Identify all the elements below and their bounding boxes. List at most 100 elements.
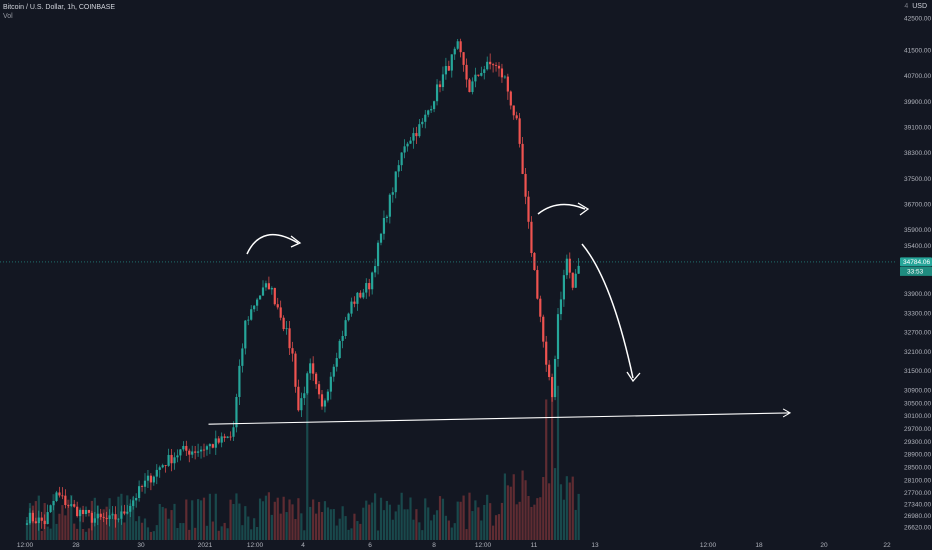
y-tick-label: 39100.00 [904, 124, 931, 131]
candle [273, 287, 276, 306]
candle [391, 187, 394, 203]
volume-bar [397, 504, 400, 540]
candle [450, 54, 453, 78]
x-tick-label: 18 [755, 542, 763, 549]
candle-body [335, 358, 338, 367]
candle-body [376, 242, 380, 267]
volume-bar [489, 503, 492, 540]
volume-bar [241, 525, 244, 540]
candle [99, 508, 102, 520]
volume-bar [385, 500, 388, 540]
candle [93, 511, 96, 527]
candle-body [536, 270, 539, 299]
volume-bar [317, 501, 321, 540]
symbol-title[interactable]: Bitcoin / U.S. Dollar, 1h, COINBASE [3, 4, 116, 11]
candle [480, 66, 483, 77]
candle [512, 105, 515, 120]
candle [70, 496, 73, 508]
candle-body [379, 233, 383, 243]
candle [530, 216, 533, 257]
candle-body [182, 445, 185, 450]
candle [444, 57, 447, 80]
candle-body [320, 394, 324, 407]
volume-bar [427, 507, 430, 540]
volume-indicator-label[interactable]: Vol [3, 13, 13, 20]
volume-bar [167, 518, 170, 540]
volume-bar [217, 530, 220, 540]
candle-body [542, 316, 545, 342]
volume-bar [143, 518, 147, 540]
candle [120, 505, 123, 525]
down-projection-arrow[interactable] [581, 243, 634, 379]
candle-body [161, 465, 164, 468]
volume-bar [456, 501, 459, 540]
candle-body [574, 273, 577, 288]
candle-body [140, 486, 144, 487]
candle-body [480, 72, 483, 76]
candle [406, 141, 409, 152]
candle-body [232, 427, 235, 437]
candle-body [152, 476, 155, 483]
candle-body [238, 365, 241, 397]
currency-label[interactable]: USD [912, 3, 927, 10]
volume-bar [471, 511, 474, 540]
candle [282, 315, 285, 332]
candle-body [261, 287, 265, 296]
volume-bar [132, 497, 135, 540]
candle-body [362, 292, 365, 298]
candle-body [70, 504, 73, 506]
candle-body [67, 505, 70, 506]
volume-bar [146, 527, 150, 540]
candle-body [194, 451, 197, 453]
volume-bar [229, 499, 232, 540]
volume-bar [409, 497, 412, 540]
x-tick-label: 30 [137, 542, 145, 549]
candle [199, 446, 203, 459]
x-tick-label: 4 [301, 542, 305, 549]
support-trendline[interactable] [208, 412, 790, 425]
x-axis: 12:00 28 30 2021 12:00 4 6 8 12:00 11 13 12:00 18 20 2… [17, 542, 891, 549]
candle [468, 78, 471, 93]
volume-bar [329, 509, 332, 540]
candle-body [521, 143, 524, 174]
y-tick-label: 30500.00 [904, 400, 931, 407]
curved-arrow-left[interactable] [246, 234, 299, 255]
volume-bar [303, 530, 306, 540]
candle [126, 505, 129, 515]
volume-bar [497, 514, 501, 540]
volume-bar [291, 504, 294, 540]
volume-bar [84, 531, 88, 540]
volume-bar [253, 518, 256, 540]
candle-body [332, 366, 335, 377]
candle [191, 445, 194, 459]
candle-body [84, 509, 88, 515]
candle [320, 389, 324, 410]
candle-body [462, 52, 465, 65]
candle-body [394, 171, 397, 193]
candle-body [229, 436, 232, 438]
candle-body [453, 48, 456, 55]
volume-bar [359, 523, 362, 540]
candle [31, 510, 34, 524]
curved-arrow-right[interactable] [537, 203, 586, 215]
candle-body [344, 320, 347, 337]
candle [344, 316, 347, 339]
chart-header: Bitcoin / U.S. Dollar, 1h, COINBASE Vol [3, 3, 115, 21]
candle [270, 286, 273, 295]
candle-body [494, 65, 498, 66]
candle [412, 127, 415, 149]
candle [253, 305, 256, 313]
volume-bar [140, 522, 144, 540]
candle [244, 320, 247, 355]
volume-bar [55, 523, 58, 540]
volume-bar [382, 510, 386, 540]
volume-bar [258, 498, 262, 540]
volume-bar [288, 499, 291, 540]
y-tick-label: 27340.00 [904, 502, 931, 509]
candle [551, 373, 554, 402]
candle-body [356, 292, 359, 304]
y-tick-label: 35400.00 [904, 243, 931, 250]
volume-bar [73, 523, 76, 540]
candle [256, 297, 259, 312]
